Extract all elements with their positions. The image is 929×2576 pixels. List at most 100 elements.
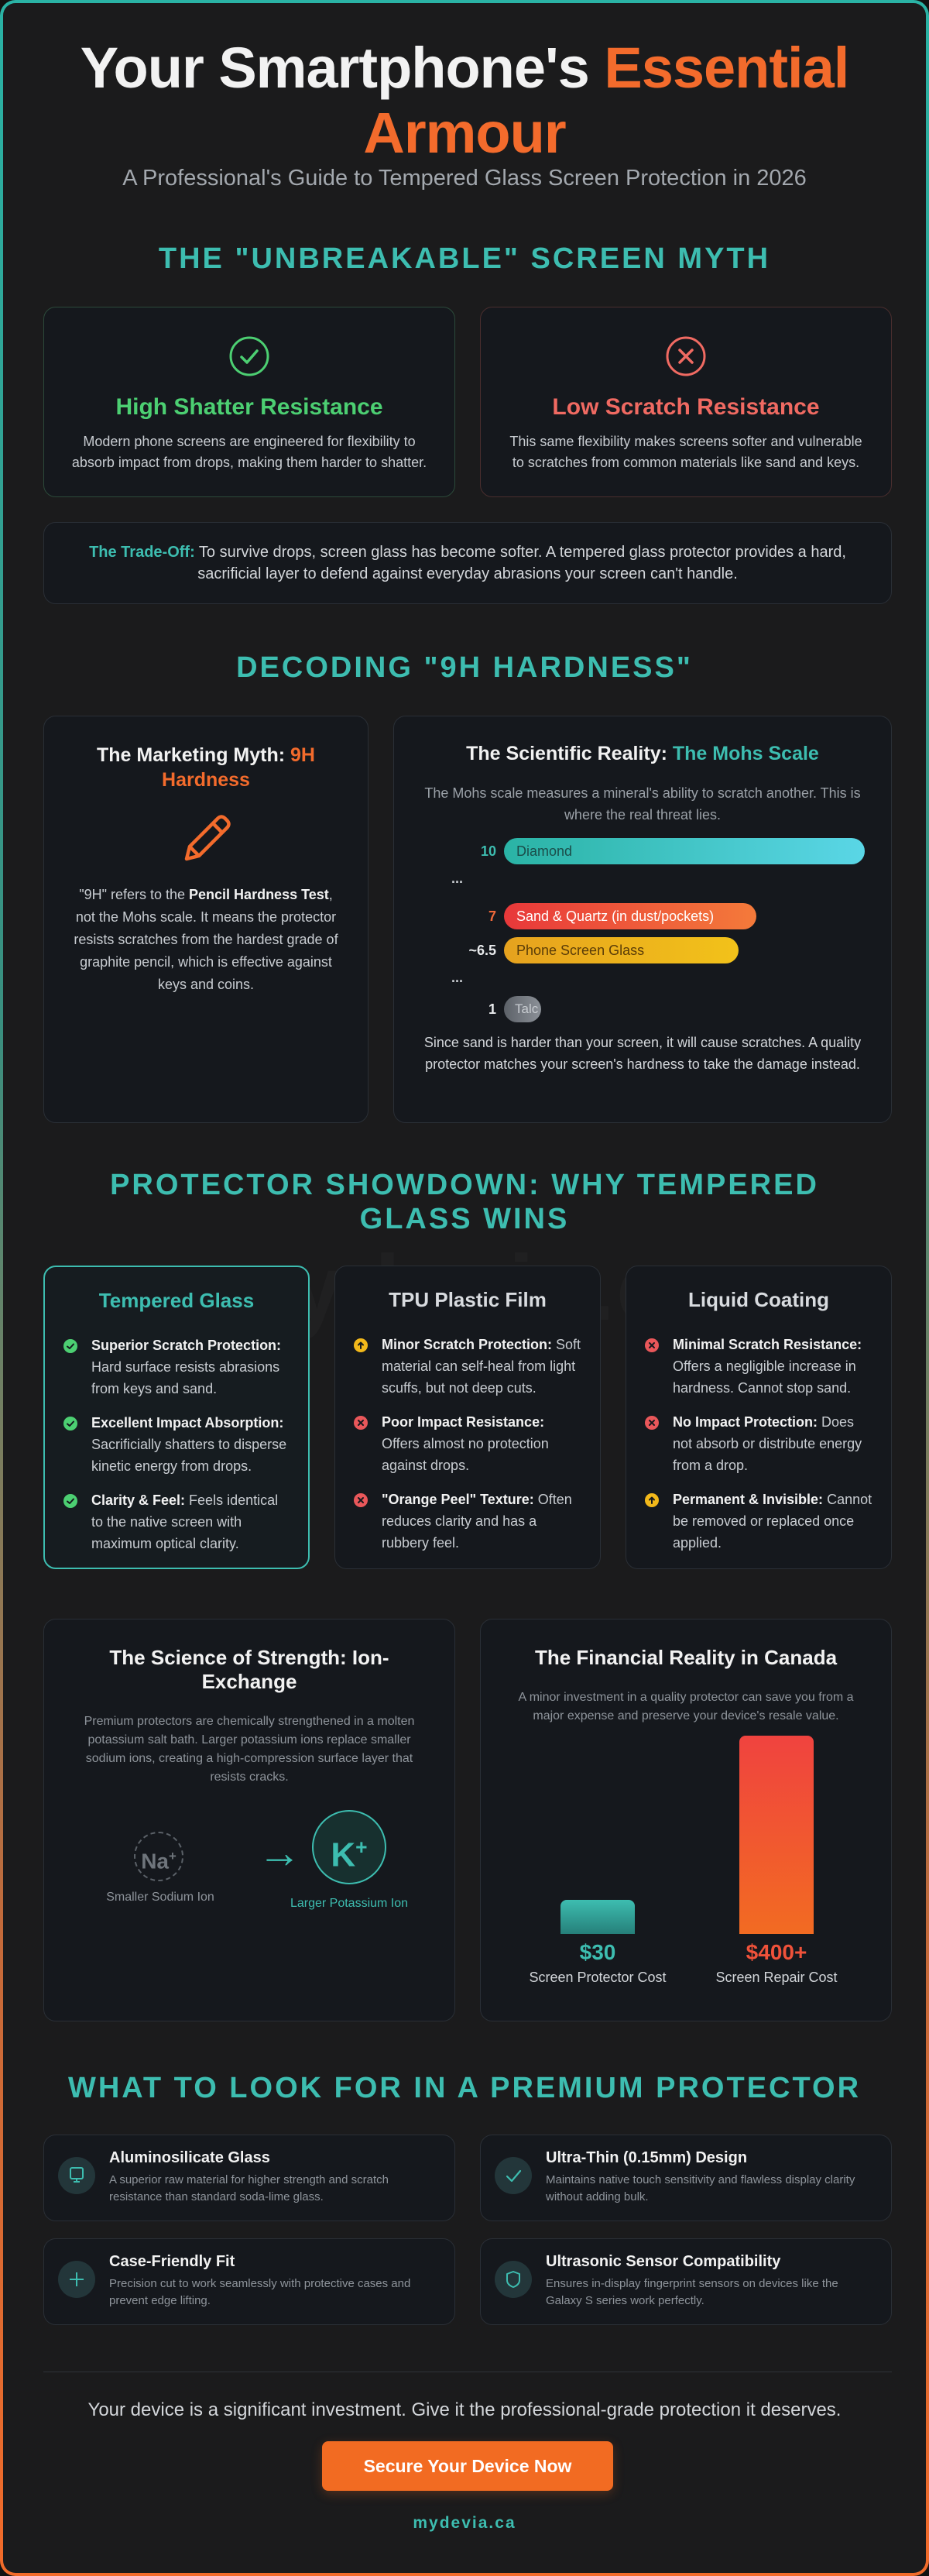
mohs-ellipsis: ... [451,970,464,985]
comparison-item: "Orange Peel" Texture: Often reduces cla… [354,1489,581,1554]
closing-text: Your device is a significant investment.… [87,2399,842,2420]
marketing-myth-title: The Marketing Myth: 9H Hardness [70,743,341,792]
mohs-value: ~6.5 [468,943,496,958]
comparison-item-label: No Impact Protection: [673,1414,818,1430]
tradeoff-text: To survive drops, screen glass has becom… [194,544,846,582]
feature-ultrasonic: Ultrasonic Sensor Compatibility Ensures … [480,2238,892,2325]
mohs-row: 10 Diamond [422,838,865,864]
x-circle-icon [354,1416,368,1430]
tradeoff-lead: The Trade-Off: [89,544,195,561]
comparison-item: Clarity & Feel: Feels identical to the n… [63,1489,290,1554]
comparison-item-text: Offers a negligible increase in hardness… [673,1358,856,1396]
section-title-features: WHAT TO LOOK FOR IN A PREMIUM PROTECTOR [67,2072,862,2104]
page-subtitle: A Professional's Guide to Tempered Glass… [122,166,807,191]
myth-title-accent: 9H Hardness [162,744,315,791]
marketing-myth-text: "9H" refers to the Pencil Hardness Test,… [70,884,341,996]
reality-title-accent: The Mohs Scale [672,743,819,764]
scratch-title: Low Scratch Resistance [552,394,820,420]
section-title-myth: THE "UNBREAKABLE" SCREEN MYTH [158,242,771,275]
comparison-item-label: Minimal Scratch Resistance: [673,1337,862,1352]
myth-text-post: , not the Mohs scale. It means the prote… [74,887,338,992]
feature-title: Aluminosilicate Glass [109,2149,270,2166]
shatter-title: High Shatter Resistance [115,394,383,420]
financial-desc: A minor investment in a quality protecto… [518,1691,854,1722]
screen-icon [58,2157,95,2194]
feature-title: Case-Friendly Fit [109,2253,235,2270]
cost-bar-chart: $30 Screen Protector Cost $400+ Screen Repa… [481,1736,891,1985]
mohs-value: 1 [488,1001,496,1017]
k-symbol: K [331,1836,356,1874]
site-link[interactable]: mydevia.ca [413,2514,516,2532]
feature-ultra-thin: Ultra-Thin (0.15mm) Design Maintains nat… [480,2135,892,2221]
pencil-icon [184,815,231,861]
infographic: mydevia.ca Your Smartphone's Essential A… [3,3,926,2573]
tradeoff-box: The Trade-Off: To survive drops, screen … [43,522,892,604]
x-circle-icon [645,1416,659,1430]
shatter-text: Modern phone screens are engineered for … [71,434,427,470]
ion-diagram: Na+ → K+ Smaller Sodium Ion Larger Potas… [75,1810,423,1942]
comparison-item-label: Minor Scratch Protection: [382,1337,553,1352]
reality-foot: Since sand is harder than your screen, i… [423,1035,862,1072]
secure-device-button[interactable]: Secure Your Device Now [322,2441,613,2491]
reality-desc: The Mohs scale measures a mineral's abil… [424,785,861,823]
myth-title-main: The Marketing Myth: [97,744,291,766]
comparison-item-label: Clarity & Feel: [91,1492,186,1508]
mohs-ellipsis: ... [451,871,464,886]
cost-value-label: $30 [579,1940,616,1964]
check-circle-icon [63,1417,77,1431]
feature-case-friendly: Case-Friendly Fit Precision cut to work … [43,2238,455,2325]
tpu-film-card: TPU Plastic Film Minor Scratch Protectio… [334,1266,601,1569]
check-circle-icon [228,335,270,377]
cost-bar [560,1900,635,1934]
comparison-item-label: Poor Impact Resistance: [382,1414,545,1430]
scientific-reality-title: The Scientific Reality: The Mohs Scale [422,743,863,765]
comparison-item-label: "Orange Peel" Texture: [382,1492,534,1507]
arrow-up-circle-icon [645,1493,659,1507]
x-circle-icon [354,1493,368,1507]
cost-value-label: $400+ [746,1940,807,1964]
mohs-value: 7 [488,908,496,924]
mohs-bar: Phone Screen Glass [504,937,739,963]
myth-text-bold: Pencil Hardness Test [189,887,329,902]
potassium-label: Larger Potassium Ion [290,1897,409,1910]
feature-title: Ultra-Thin (0.15mm) Design [546,2149,748,2166]
comparison-item-text: Offers almost no protection against drop… [382,1436,549,1473]
mohs-scale-chart: 10 Diamond... 7 Sand & Quartz (in dust/pock… [422,838,865,1022]
comparison-item: Minor Scratch Protection: Soft material … [354,1334,581,1399]
check-circle-icon [63,1339,77,1353]
cost-category-label: Screen Repair Cost [715,1970,838,1985]
tpu-film-list: Minor Scratch Protection: Soft material … [354,1334,581,1554]
ion-exchange-desc: Premium protectors are chemically streng… [84,1715,415,1784]
scratch-text: This same flexibility makes screens soft… [509,434,862,470]
ion-exchange-title: The Science of Strength: Ion-Exchange [109,1646,389,1693]
plus-icon [58,2261,95,2298]
liquid-coating-list: Minimal Scratch Resistance: Offers a neg… [645,1334,872,1554]
tempered-glass-list: Superior Scratch Protection: Hard surfac… [63,1334,290,1554]
cost-category-label: Screen Protector Cost [529,1970,667,1985]
mohs-row: 1 Talc [422,996,863,1022]
shatter-card: High Shatter Resistance Modern phone scr… [43,307,455,497]
comparison-item: Poor Impact Resistance: Offers almost no… [354,1411,581,1476]
sodium-ion: Na+ [134,1832,183,1881]
section-title-showdown: PROTECTOR SHOWDOWN: WHY TEMPERED GLASS W… [110,1169,819,1235]
section-title-hardness: DECODING "9H HARDNESS" [236,651,693,684]
k-charge: + [355,1836,368,1859]
comparison-item: No Impact Protection: Does not absorb or… [645,1411,872,1476]
tpu-film-title: TPU Plastic Film [389,1288,547,1311]
comparison-item-text: Feels identical to the native screen wit… [91,1492,279,1551]
comparison-item-text: Does not absorb or distribute energy fro… [673,1414,862,1473]
na-charge: + [168,1849,177,1863]
feature-title: Ultrasonic Sensor Compatibility [546,2253,781,2270]
comparison-item-text: Cannot be removed or replaced once appli… [673,1492,872,1551]
comparison-item: Excellent Impact Absorption: Sacrificial… [63,1412,290,1477]
cost-bar [739,1736,814,1934]
mohs-bar: Sand & Quartz (in dust/pockets) [504,903,757,929]
marketing-myth-card: The Marketing Myth: 9H Hardness "9H" ref… [43,716,369,1123]
feature-text: Ensures in-display fingerprint sensors o… [546,2277,838,2307]
check-icon [495,2157,532,2194]
myth-text-pre: "9H" refers to the [79,887,190,902]
x-circle-icon [665,335,707,377]
feature-text: Maintains native touch sensitivity and f… [546,2173,855,2203]
comparison-item: Permanent & Invisible: Cannot be removed… [645,1489,872,1554]
